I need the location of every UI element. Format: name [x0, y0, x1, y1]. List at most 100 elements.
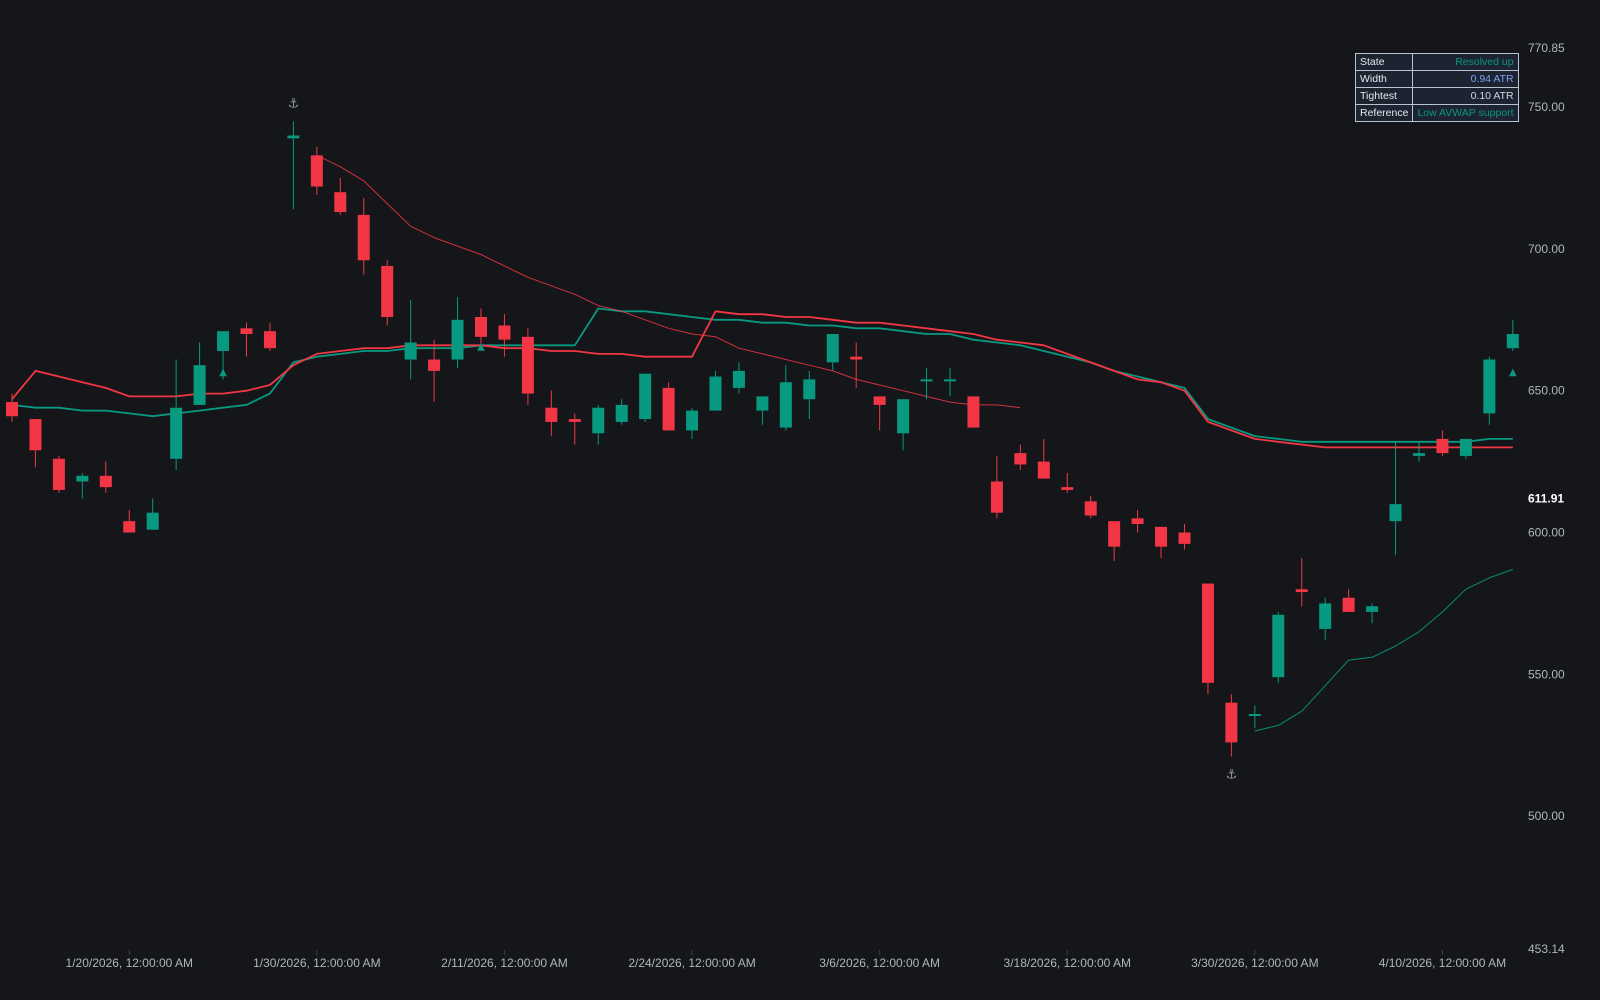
- candle-body: [639, 373, 652, 420]
- candle-body: [1084, 501, 1097, 516]
- info-row: State Resolved up: [1354, 53, 1519, 71]
- candle-body: [52, 458, 65, 490]
- bull-candle: [639, 373, 652, 422]
- bear-candle: [334, 178, 347, 215]
- time-tick-label: 2/11/2026, 12:00:00 AM: [441, 956, 568, 970]
- bear-candle: [1084, 495, 1097, 519]
- bear-candle: [873, 396, 886, 431]
- time-tick-label: 2/24/2026, 12:00:00 AM: [628, 956, 755, 970]
- candle-body: [263, 331, 276, 349]
- bear-candle: [1178, 524, 1191, 550]
- info-key: Reference: [1354, 104, 1414, 122]
- bull-candle: [592, 404, 605, 445]
- signal-up-icon: ▲: [477, 341, 485, 352]
- bull-candle: [193, 342, 206, 405]
- signal-markers: ⚓ ⚓ ▲ ▲ ▲: [219, 96, 1517, 782]
- avwap-bands: [11, 154, 1513, 732]
- bull-candle: [1272, 611, 1285, 683]
- state-info-table: State Resolved up Width 0.94 ATR Tightest 0.1…: [1354, 53, 1519, 122]
- time-axis[interactable]: 1/20/2026, 12:00:00 AM 1/30/2026, 12:00:0…: [66, 950, 1507, 970]
- info-row: Reference Low AVWAP support: [1354, 104, 1519, 122]
- time-tick-label: 1/30/2026, 12:00:00 AM: [253, 956, 380, 970]
- bull-candle: [615, 399, 628, 425]
- price-tick-label: 600.00: [1528, 526, 1565, 540]
- candle-body: [76, 475, 89, 482]
- candle-body: [1295, 589, 1308, 593]
- candle-body: [709, 376, 722, 411]
- bear-candle: [545, 390, 558, 437]
- candle-body: [1201, 583, 1214, 683]
- candle-body: [240, 328, 253, 335]
- candle-body: [1037, 461, 1050, 479]
- candle-body: [1225, 702, 1238, 743]
- candle-body: [1459, 438, 1472, 456]
- candle-body: [334, 192, 347, 213]
- price-tick-label: 453.14: [1528, 942, 1565, 956]
- bear-candle: [1061, 472, 1074, 493]
- bull-candle: [732, 362, 745, 394]
- bear-candle: [428, 339, 441, 403]
- bear-candle: [498, 314, 511, 357]
- candle-body: [404, 342, 417, 360]
- candle-body: [1272, 614, 1285, 678]
- bull-candle: [217, 331, 230, 380]
- bull-candle: [897, 399, 910, 451]
- candle-body: [568, 419, 581, 422]
- candle-body: [1506, 334, 1519, 349]
- candle-body: [803, 379, 816, 400]
- candle-body: [873, 396, 886, 405]
- info-row: Tightest 0.10 ATR: [1354, 87, 1519, 105]
- info-value: Resolved up: [1412, 53, 1519, 71]
- bull-candle: [1366, 603, 1379, 624]
- bear-candle: [662, 382, 675, 431]
- bull-candle: [686, 407, 699, 439]
- info-key: Tightest: [1354, 87, 1414, 105]
- candle-body: [1061, 487, 1074, 490]
- bear-candle: [357, 197, 370, 275]
- lower-avwap-line: [11, 310, 1513, 449]
- bear-candle: [1131, 509, 1144, 533]
- bear-candle: [1155, 526, 1168, 559]
- signal-up-icon: ▲: [1509, 367, 1517, 378]
- signal-up-icon: ▲: [219, 367, 227, 378]
- anchor-icon: ⚓: [288, 96, 300, 111]
- candle-body: [592, 407, 605, 434]
- candle-body: [1389, 504, 1402, 522]
- info-row: Width 0.94 ATR: [1354, 70, 1519, 88]
- bear-candle: [123, 509, 136, 533]
- candle-body: [428, 359, 441, 371]
- bear-candle: [1436, 430, 1449, 456]
- bear-candle: [568, 413, 581, 445]
- bull-candle: [1506, 319, 1519, 352]
- bear-candle: [990, 455, 1003, 519]
- bear-candle: [521, 328, 534, 405]
- candle-body: [310, 155, 323, 187]
- bear-candle: [1295, 558, 1308, 607]
- bull-candle: [920, 368, 933, 400]
- candle-body: [779, 382, 792, 428]
- bull-candle: [404, 299, 417, 380]
- price-axis[interactable]: 770.85 750.00 700.00 650.00 600.00 611.91 550.…: [1528, 41, 1565, 956]
- candle-body: [662, 387, 675, 431]
- candle-body: [686, 410, 699, 431]
- bear-candle: [1037, 438, 1050, 479]
- bear-candle: [1342, 589, 1355, 612]
- info-key: Width: [1354, 70, 1414, 88]
- bear-candle: [310, 146, 323, 196]
- bear-candle: [850, 342, 863, 388]
- info-value: Low AVWAP support: [1412, 104, 1519, 122]
- time-tick-label: 3/6/2026, 12:00:00 AM: [819, 956, 940, 970]
- bear-candle: [1225, 694, 1238, 757]
- price-tick-label: 650.00: [1528, 384, 1565, 398]
- candle-body: [1014, 453, 1027, 465]
- candle-body: [357, 214, 370, 261]
- candle-body: [146, 512, 159, 530]
- price-tick-label: 550.00: [1528, 667, 1565, 681]
- bear-candle: [1108, 521, 1121, 561]
- candle-body: [1319, 603, 1332, 629]
- candle-body: [99, 475, 112, 488]
- bull-candle: [1389, 441, 1402, 556]
- candle-body: [897, 399, 910, 434]
- bull-candle: [944, 368, 956, 397]
